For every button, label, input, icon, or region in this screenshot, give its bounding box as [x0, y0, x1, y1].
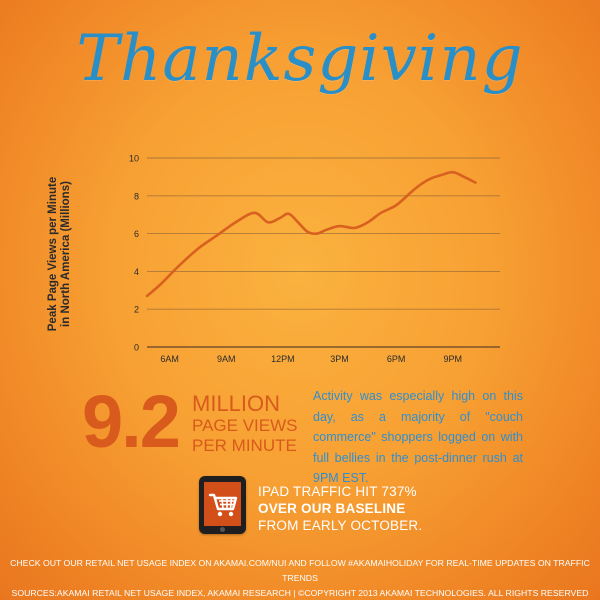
- ipad-traffic-line1: IPAD TRAFFIC HIT 737%: [258, 484, 417, 499]
- big-stat-caption-line1: MILLION: [192, 391, 281, 416]
- ipad-screen: [204, 482, 241, 526]
- ipad-traffic-stat: IPAD TRAFFIC HIT 737% OVER OUR BASELINE …: [258, 483, 422, 534]
- big-stat-number: 9.2: [82, 380, 181, 463]
- x-tick-label: 9PM: [444, 354, 463, 364]
- big-stat-caption: MILLION PAGE VIEWS PER MINUTE: [192, 392, 298, 456]
- y-tick-label: 2: [134, 305, 139, 315]
- big-stat-caption-line3: PER MINUTE: [192, 436, 297, 455]
- x-tick-label: 12PM: [271, 354, 295, 364]
- footer: CHECK OUT OUR RETAIL NET USAGE INDEX ON …: [0, 556, 600, 600]
- y-tick-label: 8: [134, 191, 139, 201]
- ipad-icon: [199, 476, 246, 534]
- ipad-traffic-line2: OVER OUR BASELINE: [258, 501, 406, 516]
- big-stat-caption-line2: PAGE VIEWS: [192, 416, 298, 435]
- ipad-home-button: [220, 527, 225, 532]
- footer-line2: SOURCES:AKAMAI RETAIL NET USAGE INDEX, A…: [11, 588, 589, 598]
- y-tick-label: 4: [134, 267, 139, 277]
- y-axis-label-line1: Peak Page Views per Minute: [47, 176, 59, 332]
- y-tick-label: 10: [129, 154, 139, 164]
- x-tick-label: 6PM: [387, 354, 406, 364]
- shopping-cart-icon: [208, 493, 238, 517]
- x-tick-label: 6AM: [160, 354, 179, 364]
- series-line-0: [145, 170, 477, 298]
- footer-line1: CHECK OUT OUR RETAIL NET USAGE INDEX ON …: [10, 558, 590, 583]
- y-tick-label: 0: [134, 343, 139, 353]
- ipad-traffic-line3: FROM EARLY OCTOBER.: [258, 518, 423, 533]
- activity-paragraph: Activity was especially high on this day…: [313, 389, 523, 485]
- y-tick-label: 6: [134, 229, 139, 239]
- y-axis-label: Peak Page Views per Minute in North Amer…: [47, 154, 73, 354]
- x-tick-label: 3PM: [330, 354, 349, 364]
- x-tick-label: 9AM: [217, 354, 236, 364]
- page-title: Thanksgiving: [76, 22, 524, 96]
- y-axis-label-line2: in North America (Millions): [60, 181, 72, 327]
